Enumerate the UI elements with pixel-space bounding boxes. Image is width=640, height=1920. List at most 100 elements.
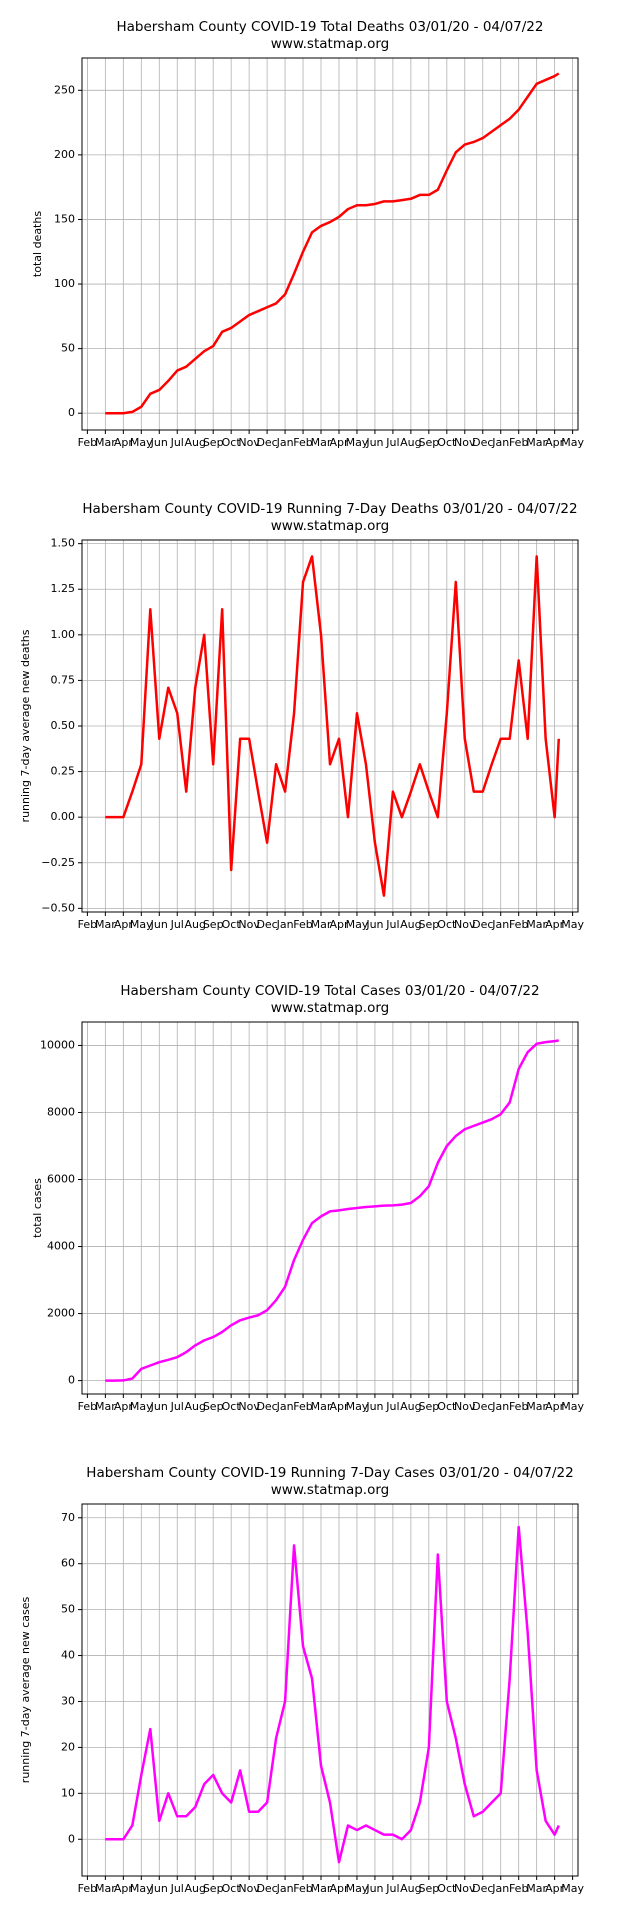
- x-tick-label: Oct: [222, 436, 242, 449]
- x-tick-label: Aug: [184, 1882, 205, 1895]
- x-tick-label: Feb: [78, 1400, 97, 1413]
- data-line: [105, 1039, 559, 1382]
- y-tick-label: 50: [61, 342, 75, 355]
- y-tick-label: 1.50: [51, 537, 76, 550]
- x-tick-label: Jan: [276, 918, 294, 931]
- x-tick-label: Apr: [329, 1882, 349, 1895]
- chart-title: Habersham County COVID-19 Total Cases 03…: [120, 983, 539, 999]
- y-tick-label: 4000: [47, 1240, 75, 1253]
- x-tick-label: Feb: [293, 1882, 312, 1895]
- x-tick-label: Dec: [256, 1882, 277, 1895]
- y-tick-label: 50: [61, 1603, 75, 1616]
- x-tick-label: Sep: [203, 1882, 224, 1895]
- x-tick-label: Sep: [418, 436, 439, 449]
- y-tick-label: 200: [54, 148, 75, 161]
- data-line: [105, 1525, 560, 1864]
- x-tick-label: Dec: [472, 436, 493, 449]
- x-tick-label: Aug: [184, 436, 205, 449]
- x-tick-label: May: [130, 436, 153, 449]
- x-tick-label: Apr: [329, 918, 349, 931]
- x-tick-label: Feb: [293, 918, 312, 931]
- x-tick-label: Aug: [400, 918, 421, 931]
- y-tick-label: 6000: [47, 1173, 75, 1186]
- x-tick-label: Oct: [437, 1882, 457, 1895]
- x-tick-label: Mar: [95, 918, 116, 931]
- y-tick-label: 2000: [47, 1307, 75, 1320]
- x-tick-label: Aug: [184, 918, 205, 931]
- x-tick-label: May: [130, 918, 153, 931]
- y-tick-label: 0: [68, 406, 75, 419]
- x-tick-label: May: [346, 1400, 369, 1413]
- y-tick-label: 0.50: [51, 719, 76, 732]
- x-tick-label: Dec: [472, 918, 493, 931]
- x-tick-label: Mar: [95, 436, 116, 449]
- x-tick-label: Apr: [329, 1400, 349, 1413]
- x-tick-label: Dec: [256, 1400, 277, 1413]
- x-tick-label: Mar: [526, 918, 547, 931]
- x-tick-label: Sep: [203, 436, 224, 449]
- x-tick-label: Jul: [385, 436, 399, 449]
- x-tick-label: Dec: [256, 436, 277, 449]
- chart-subtitle: www.statmap.org: [271, 36, 390, 52]
- x-tick-label: Mar: [95, 1882, 116, 1895]
- x-tick-label: Feb: [78, 918, 97, 931]
- x-tick-label: Jul: [170, 1400, 184, 1413]
- y-tick-label: 150: [54, 212, 75, 225]
- x-tick-label: May: [346, 1882, 369, 1895]
- x-tick-label: Jan: [276, 1400, 294, 1413]
- x-tick-label: Apr: [114, 1400, 134, 1413]
- x-tick-label: Apr: [545, 1400, 565, 1413]
- x-tick-label: Jan: [276, 436, 294, 449]
- x-tick-label: May: [561, 436, 584, 449]
- x-tick-label: Feb: [509, 436, 528, 449]
- plot-frame: [81, 1503, 579, 1877]
- x-tick-label: Jan: [276, 1882, 294, 1895]
- y-tick-label: −0.50: [41, 901, 75, 914]
- x-tick-label: Mar: [311, 1400, 332, 1413]
- chart-title: Habersham County COVID-19 Total Deaths 0…: [117, 19, 544, 35]
- x-tick-label: Nov: [238, 1400, 260, 1413]
- x-tick-label: Feb: [509, 1882, 528, 1895]
- x-tick-label: Dec: [472, 1882, 493, 1895]
- x-tick-label: Feb: [509, 1400, 528, 1413]
- chart-subtitle: www.statmap.org: [271, 518, 390, 534]
- x-tick-label: Aug: [400, 1882, 421, 1895]
- x-tick-label: Apr: [545, 436, 565, 449]
- x-tick-label: Jun: [150, 1400, 168, 1413]
- x-tick-label: May: [561, 1882, 584, 1895]
- x-tick-label: Dec: [256, 918, 277, 931]
- x-tick-label: Dec: [472, 1400, 493, 1413]
- y-tick-label: 0.25: [51, 765, 76, 778]
- x-tick-label: Sep: [418, 1400, 439, 1413]
- x-tick-label: Mar: [526, 1882, 547, 1895]
- y-tick-label: 100: [54, 277, 75, 290]
- y-tick-label: 0.75: [51, 673, 76, 686]
- y-tick-label: 70: [61, 1511, 75, 1524]
- x-tick-label: Jun: [150, 436, 168, 449]
- x-tick-label: Aug: [400, 1400, 421, 1413]
- x-tick-label: Jan: [491, 918, 509, 931]
- x-tick-label: Oct: [222, 1400, 242, 1413]
- y-axis-label: running 7-day average new deaths: [19, 629, 32, 822]
- x-tick-label: Jun: [365, 1882, 383, 1895]
- x-tick-label: Nov: [238, 436, 260, 449]
- y-tick-label: 0.00: [51, 810, 76, 823]
- x-tick-label: Mar: [311, 1882, 332, 1895]
- x-tick-label: May: [346, 436, 369, 449]
- x-tick-label: Apr: [545, 1882, 565, 1895]
- x-tick-label: Jul: [170, 436, 184, 449]
- chart-title: Habersham County COVID-19 Running 7-Day …: [86, 1465, 573, 1481]
- x-tick-label: Apr: [545, 918, 565, 931]
- y-axis-label: total cases: [31, 1178, 44, 1238]
- y-tick-label: 10: [61, 1786, 75, 1799]
- x-tick-label: Apr: [329, 436, 349, 449]
- y-tick-label: 40: [61, 1649, 75, 1662]
- x-tick-label: Jul: [385, 1400, 399, 1413]
- x-tick-label: Jan: [491, 1400, 509, 1413]
- x-tick-label: Feb: [78, 1882, 97, 1895]
- x-tick-label: Sep: [203, 1400, 224, 1413]
- y-tick-label: 8000: [47, 1105, 75, 1118]
- y-tick-label: −0.25: [41, 856, 75, 869]
- x-tick-label: Feb: [509, 918, 528, 931]
- x-tick-label: Jul: [170, 1882, 184, 1895]
